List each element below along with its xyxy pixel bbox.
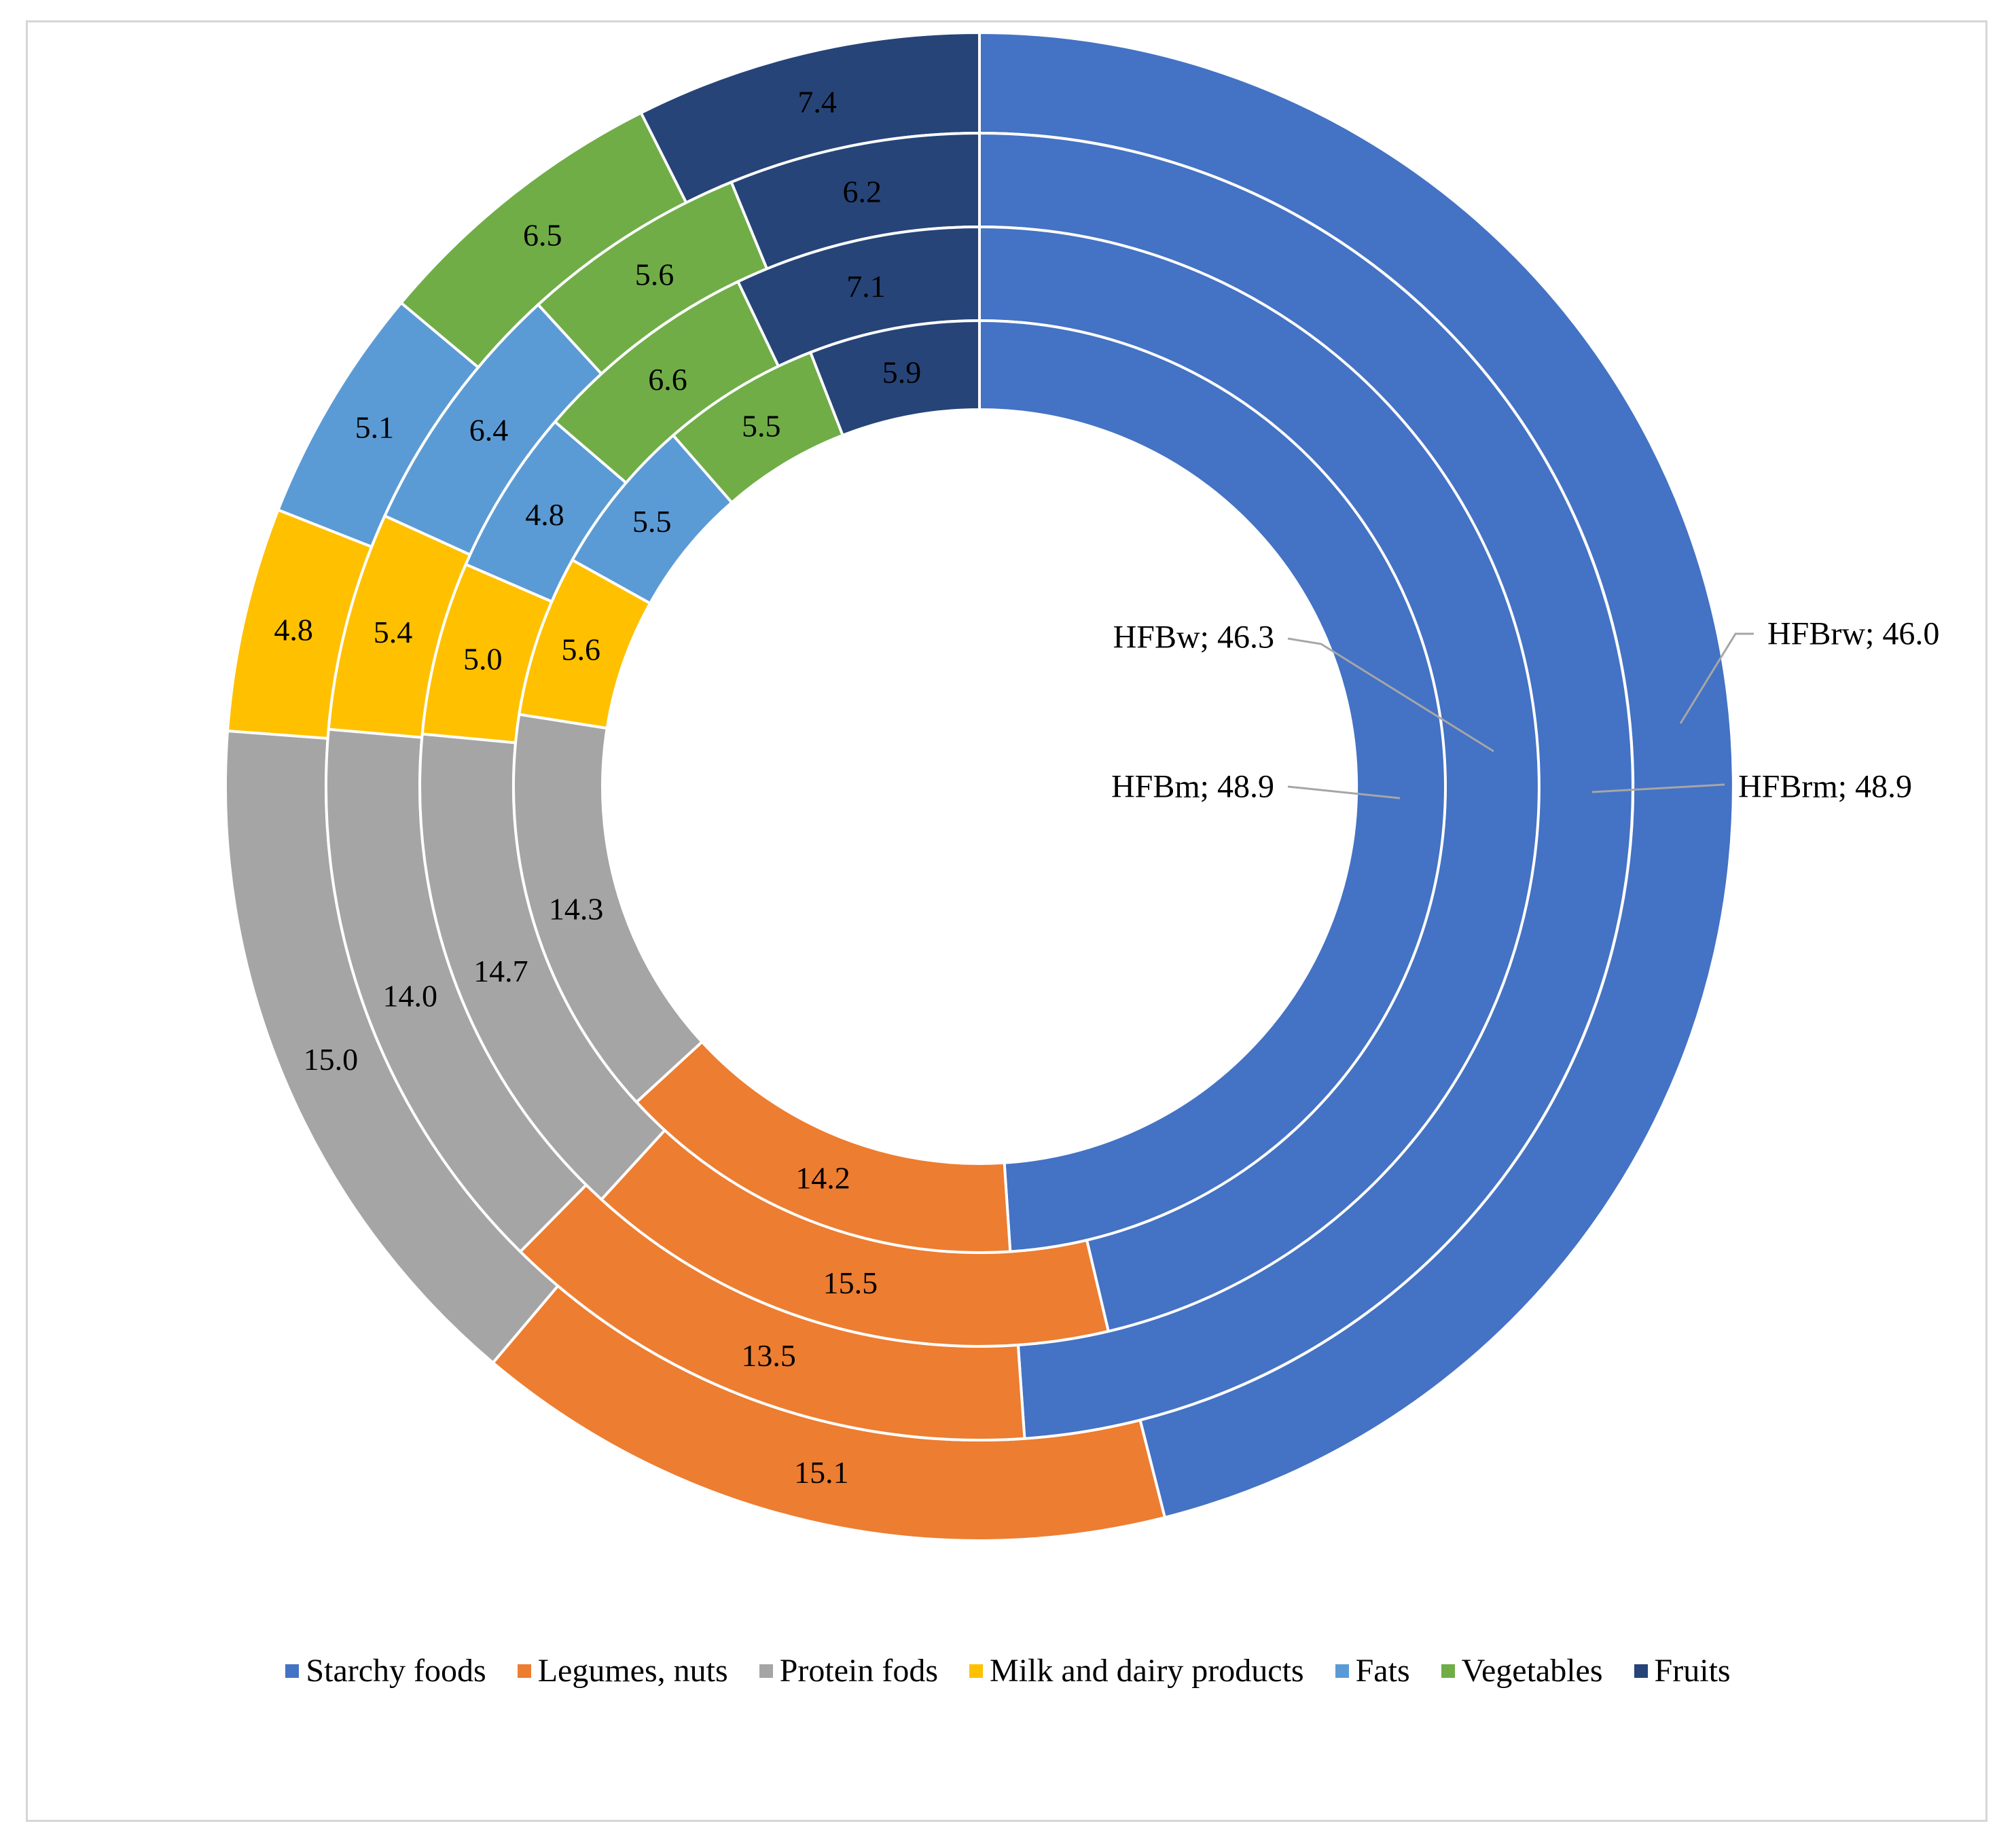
callout-hfbrw: HFBrw; 46.0: [1767, 616, 1939, 652]
legend-item-milk-and-dairy-products: Milk and dairy products: [969, 1652, 1304, 1689]
legend-label: Fats: [1355, 1653, 1410, 1689]
leader-line-hfbm: [1287, 785, 1401, 800]
data-label-hfbw-milk-and-dairy-products: 5.0: [463, 642, 503, 677]
callout-hfbrm: HFBrm; 48.9: [1738, 769, 1912, 805]
data-label-hfbrw-legumes-nuts: 15.1: [794, 1455, 849, 1490]
data-label-hfbrw-vegetables: 6.5: [523, 217, 562, 252]
data-label-hfbrw-fruits: 7.4: [797, 84, 837, 119]
slice-hfbm-fruits: [808, 319, 981, 437]
legend-label: Fruits: [1654, 1653, 1731, 1689]
callout-hfbw: HFBw; 46.3: [1113, 620, 1274, 656]
data-label-hfbrm-fats: 6.4: [469, 413, 509, 448]
legend-item-vegetables: Vegetables: [1441, 1652, 1603, 1689]
legend-label: Vegetables: [1461, 1653, 1603, 1689]
legend-label: Milk and dairy products: [990, 1653, 1304, 1689]
legend-item-fruits: Fruits: [1634, 1652, 1731, 1689]
data-label-hfbw-vegetables: 6.6: [648, 362, 687, 397]
legend-item-fats: Fats: [1335, 1652, 1410, 1689]
legend-swatch: [1441, 1664, 1455, 1678]
callout-hfbm: HFBm; 48.9: [1111, 769, 1274, 805]
legend-item-starchy-foods: Starchy foods: [285, 1652, 486, 1689]
data-label-hfbrm-vegetables: 5.6: [635, 257, 674, 292]
data-label-hfbrm-legumes-nuts: 13.5: [741, 1338, 796, 1373]
data-label-hfbw-legumes-nuts: 15.5: [823, 1266, 878, 1300]
data-label-hfbm-milk-and-dairy-products: 5.6: [562, 632, 601, 666]
legend-swatch: [1634, 1664, 1648, 1678]
legend-item-protein-fods: Protein fods: [759, 1652, 938, 1689]
leader-line-hfbrm: [1591, 783, 1725, 793]
legend-swatch: [969, 1664, 984, 1678]
legend-swatch: [517, 1664, 531, 1678]
data-label-hfbm-fruits: 5.9: [882, 355, 922, 390]
legend-swatch: [759, 1664, 773, 1678]
data-label-hfbrm-protein-fods: 14.0: [382, 978, 437, 1013]
data-label-hfbrw-protein-fods: 15.0: [304, 1042, 359, 1077]
data-label-hfbw-fats: 4.8: [525, 497, 564, 532]
data-label-hfbm-fats: 5.5: [632, 504, 672, 539]
data-label-hfbw-protein-fods: 14.7: [473, 954, 528, 988]
data-label-hfbw-fruits: 7.1: [846, 269, 886, 304]
data-label-hfbrw-milk-and-dairy-products: 4.8: [274, 613, 313, 647]
legend-swatch: [1335, 1664, 1349, 1678]
leader-line-hfbrw: [1679, 632, 1754, 724]
data-label-hfbm-protein-fods: 14.3: [549, 891, 604, 926]
chart-legend: Starchy foods Legumes, nuts Protein fods Mi…: [0, 1652, 2016, 1689]
data-label-hfbm-legumes-nuts: 14.2: [795, 1161, 850, 1196]
legend-swatch: [285, 1664, 300, 1678]
data-label-hfbrm-milk-and-dairy-products: 5.4: [374, 615, 413, 649]
legend-label: Protein fods: [779, 1653, 939, 1689]
legend-label: Legumes, nuts: [537, 1653, 728, 1689]
leader-line-hfbw: [1287, 637, 1494, 753]
data-label-hfbrm-fruits: 6.2: [842, 174, 882, 209]
legend-label: Starchy foods: [306, 1653, 486, 1689]
slice-hfbm-starchy-foods: [978, 319, 1447, 1253]
legend-item-legumes-nuts: Legumes, nuts: [517, 1652, 728, 1689]
data-label-hfbm-vegetables: 5.5: [742, 409, 781, 444]
data-label-hfbrw-fats: 5.1: [355, 410, 395, 444]
